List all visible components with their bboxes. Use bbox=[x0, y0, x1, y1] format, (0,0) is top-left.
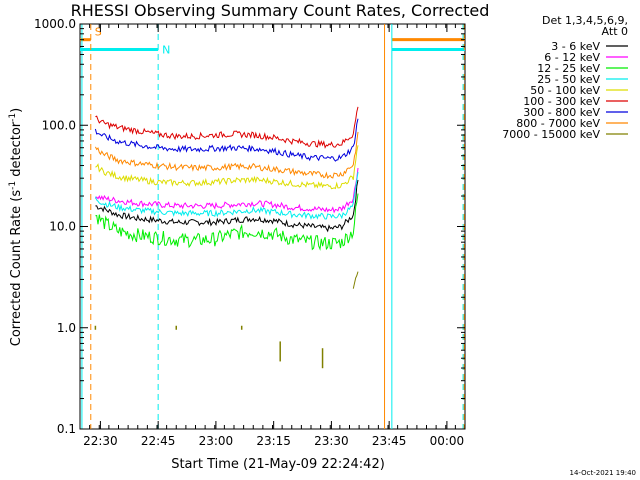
y-axis-label-mid: detector bbox=[9, 121, 24, 181]
legend-header: Att 0 bbox=[602, 25, 628, 38]
legend-label: 300 - 800 keV bbox=[523, 106, 600, 119]
x-tick-label: 22:30 bbox=[83, 434, 118, 448]
legend-label: 50 - 100 keV bbox=[530, 84, 600, 97]
legend-label: 3 - 6 keV bbox=[551, 40, 600, 53]
y-axis-label-end: ) bbox=[9, 108, 24, 113]
legend-label: 6 - 12 keV bbox=[544, 51, 600, 64]
timestamp: 14-Oct-2021 19:40 bbox=[570, 469, 636, 477]
y-tick-label: 100.0 bbox=[42, 118, 76, 132]
legend-header: Det 1,3,4,5,6,9, bbox=[542, 14, 628, 27]
series-line bbox=[95, 167, 359, 214]
flag-label: N bbox=[162, 43, 170, 56]
series-line bbox=[95, 145, 359, 190]
plot-frame bbox=[79, 23, 466, 430]
x-axis-label: Start Time (21-May-09 22:24:42) bbox=[171, 457, 385, 472]
y-tick-label: 1.0 bbox=[57, 321, 76, 335]
x-tick-label: 00:00 bbox=[430, 434, 465, 448]
x-tick-label: 23:15 bbox=[256, 434, 291, 448]
flags-layer: SN bbox=[80, 26, 465, 56]
series-layer bbox=[94, 106, 359, 369]
series-line bbox=[95, 179, 359, 233]
vlines-layer bbox=[81, 24, 465, 429]
flag-label: S bbox=[95, 26, 102, 39]
x-tick-label: 23:00 bbox=[199, 434, 234, 448]
x-tick-label: 22:45 bbox=[141, 434, 176, 448]
series-line bbox=[95, 193, 359, 251]
series-line bbox=[352, 271, 359, 289]
y-axis-label: Corrected Count Rate (s-1 detector-1) bbox=[8, 108, 24, 346]
y-tick-label: 0.1 bbox=[57, 422, 76, 436]
series-line bbox=[95, 106, 359, 149]
x-tick-label: 23:30 bbox=[314, 434, 349, 448]
ticks-layer: 0.1 1.0 10.0 100.0 1000.0 22:30 22:45 23:00 23:1… bbox=[34, 17, 466, 448]
x-tick-label: 23:45 bbox=[372, 434, 407, 448]
y-axis-label-sup2: -1 bbox=[8, 113, 18, 122]
legend-label: 25 - 50 keV bbox=[537, 73, 600, 86]
series-line bbox=[94, 118, 359, 162]
legend-label: 800 - 7000 keV bbox=[516, 117, 600, 130]
legend-label: 100 - 300 keV bbox=[523, 95, 600, 108]
y-axis-label-sup1: -1 bbox=[8, 181, 18, 190]
legend-label: 12 - 25 keV bbox=[537, 62, 600, 75]
y-tick-label: 10.0 bbox=[49, 220, 76, 234]
series-line bbox=[94, 171, 359, 220]
y-axis-label-main: Corrected Count Rate (s bbox=[9, 190, 24, 347]
series-line bbox=[94, 131, 359, 180]
chart-title: RHESSI Observing Summary Count Rates, Co… bbox=[71, 1, 490, 20]
legend-label: 7000 - 15000 keV bbox=[502, 128, 600, 141]
y-tick-label: 1000.0 bbox=[34, 17, 76, 31]
